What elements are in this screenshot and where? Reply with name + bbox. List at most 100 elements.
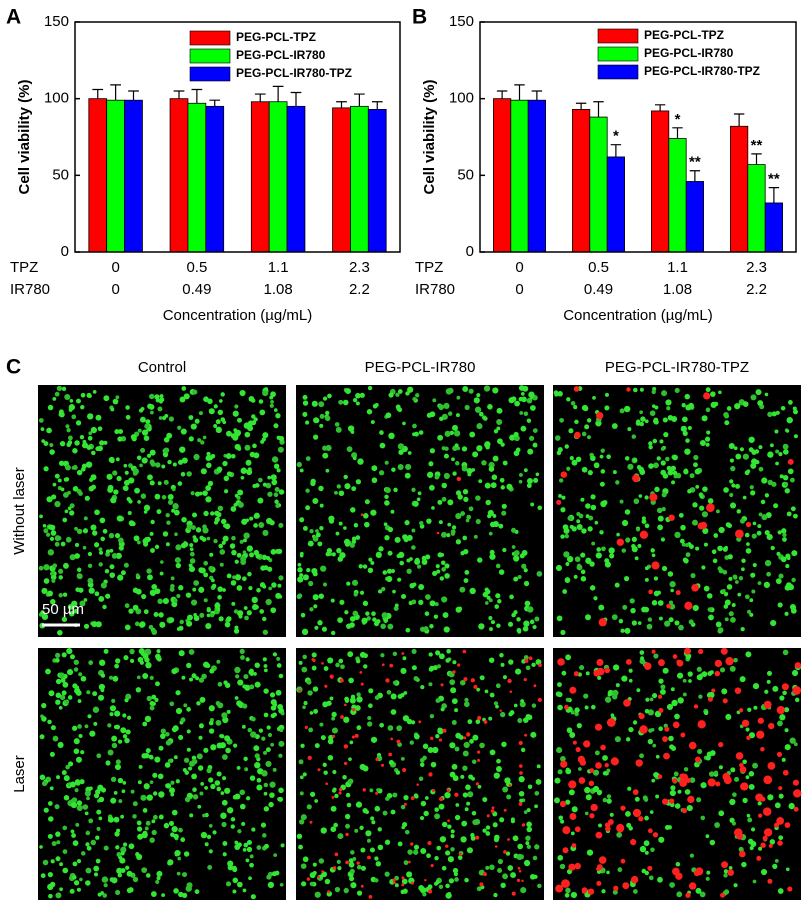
cell [191,525,196,531]
cell [328,518,335,524]
cell [120,814,125,819]
cell [187,766,193,771]
cell [416,497,421,502]
cell [168,617,175,623]
cell [145,873,151,878]
cell [299,791,304,796]
cell [245,459,252,466]
cell [152,772,158,778]
cell [657,515,664,522]
cell [770,545,775,551]
cell [587,526,593,532]
cell [488,461,495,469]
cell [581,889,586,894]
cell [579,665,585,671]
cell [364,521,370,528]
cell [730,617,736,623]
cell [661,565,668,572]
cell [169,787,176,794]
cell [461,820,468,827]
cell [531,703,537,708]
cell [150,461,156,467]
cell [501,510,507,516]
cell [687,671,693,677]
cell [119,857,126,864]
cell [440,560,446,566]
cell [657,774,663,779]
cell [574,826,581,833]
cell [230,817,236,822]
cell [756,855,762,861]
cell [479,675,485,681]
cell [650,847,655,853]
cell [143,504,151,511]
cell [526,844,532,849]
cell [39,514,43,519]
cell [487,514,492,519]
cell [217,595,222,600]
cell [560,756,566,762]
y-axis-label: Cell viability (%) [16,79,33,194]
cell [80,405,85,410]
cell [559,417,564,423]
cell [118,537,124,544]
cell [343,887,349,894]
cell [747,707,752,712]
cell [648,444,653,450]
cell [440,707,445,712]
cell [560,819,565,824]
cell [641,516,646,521]
cell [278,753,283,758]
cell [556,499,562,505]
cell [359,651,366,658]
cell [779,695,785,701]
cell [351,735,355,739]
cell [396,725,403,732]
cell [102,604,107,610]
cell [625,658,632,665]
cell [518,740,523,746]
cell [62,681,69,688]
cell [302,705,306,710]
cell [191,758,198,765]
cell [616,532,620,537]
cell [309,529,314,534]
cell [220,518,227,525]
cell [88,431,93,436]
row-title: Laser [11,755,28,793]
cell [690,572,696,579]
cell [203,560,209,566]
cell [52,482,57,487]
cell [192,389,198,395]
cell [384,839,391,845]
cell [439,416,444,422]
cell [260,822,267,828]
cell [733,657,738,663]
cell [748,783,755,790]
cell [55,856,61,862]
cell [397,389,403,394]
cell [757,581,762,586]
cell [110,797,117,804]
cell [612,689,619,697]
cell [410,881,414,885]
cell [654,486,660,493]
cell [311,665,317,671]
cell [313,604,318,609]
cell [778,452,783,457]
cell [43,528,49,534]
cell [347,778,354,785]
cell [786,416,793,424]
cell [105,761,111,766]
cell [64,699,70,705]
cell [172,728,177,733]
cell [794,697,800,703]
cell [113,816,120,823]
cell [427,747,434,754]
cell [72,725,78,731]
cell [515,447,521,453]
cell [267,881,275,888]
cell [327,890,331,894]
cell [521,392,525,396]
cell [601,546,606,552]
